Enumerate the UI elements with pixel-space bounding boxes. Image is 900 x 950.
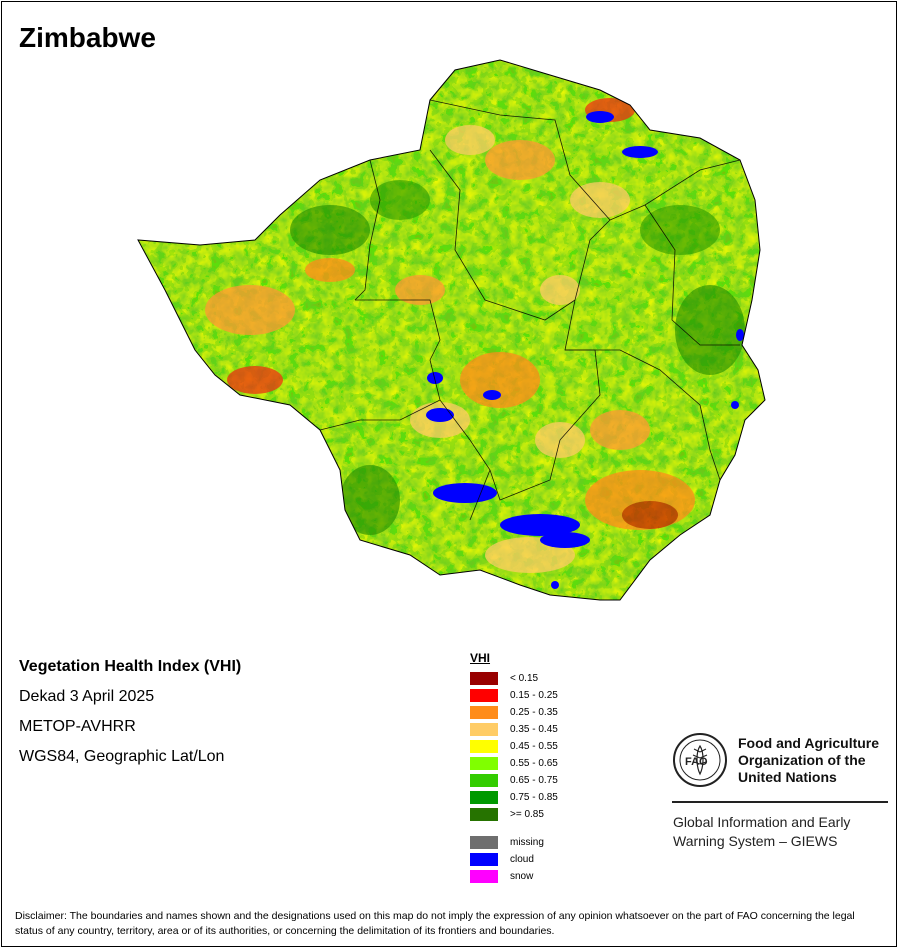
legend-label: 0.15 - 0.25	[510, 690, 558, 701]
legend-swatch	[470, 706, 498, 719]
projection-label: WGS84, Geographic Lat/Lon	[19, 748, 225, 765]
legend-label: cloud	[510, 854, 534, 865]
org-divider	[672, 801, 888, 803]
legend-label: missing	[510, 837, 544, 848]
legend-label: 0.25 - 0.35	[510, 707, 558, 718]
index-name: Vegetation Health Index (VHI)	[19, 658, 242, 675]
period-label: Dekad 3 April 2025	[19, 688, 155, 705]
legend-label: >= 0.85	[510, 809, 544, 820]
legend-label: 0.65 - 0.75	[510, 775, 558, 786]
legend-swatch	[470, 740, 498, 753]
map-title: Zimbabwe	[19, 22, 156, 53]
cloud-areas	[426, 111, 744, 589]
high-vhi-areas	[290, 180, 745, 535]
giews-line2: Warning System – GIEWS	[673, 833, 838, 849]
low-vhi-areas	[205, 98, 695, 573]
vhi-raster	[138, 60, 765, 600]
legend-swatch	[470, 672, 498, 685]
legend-label: 0.55 - 0.65	[510, 758, 558, 769]
org-name-line2: Organization of the	[738, 752, 866, 768]
legend-title: VHI	[470, 651, 491, 665]
org-name-line3: United Nations	[738, 769, 837, 785]
legend-label: 0.45 - 0.55	[510, 741, 558, 752]
legend-label: snow	[510, 871, 534, 882]
fao-logo-icon: FAO	[673, 733, 727, 787]
legend-label: 0.35 - 0.45	[510, 724, 558, 735]
legend-swatch	[470, 774, 498, 787]
legend-swatch	[470, 689, 498, 702]
org-name-line1: Food and Agriculture	[738, 735, 880, 751]
legend-swatch	[470, 836, 498, 849]
legend-label: 0.75 - 0.85	[510, 792, 558, 803]
legend-label: < 0.15	[510, 673, 539, 684]
legend-swatch	[470, 723, 498, 736]
legend-swatch	[470, 791, 498, 804]
province-boundaries	[319, 99, 741, 521]
fao-logo-letters: FAO	[685, 756, 708, 768]
legend-swatch	[470, 757, 498, 770]
sensor-label: METOP-AVHRR	[19, 718, 136, 735]
legend-swatch	[470, 808, 498, 821]
giews-line1: Global Information and Early	[673, 814, 851, 830]
legend-swatch	[470, 853, 498, 866]
disclaimer: Disclaimer: The boundaries and names sho…	[15, 910, 855, 937]
legend-swatch	[470, 870, 498, 883]
